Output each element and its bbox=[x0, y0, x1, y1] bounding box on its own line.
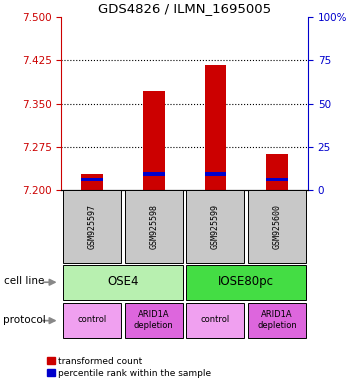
Text: OSE4: OSE4 bbox=[107, 275, 139, 288]
Text: ARID1A
depletion: ARID1A depletion bbox=[134, 310, 174, 329]
Bar bbox=[266, 178, 288, 181]
Bar bbox=[125, 303, 183, 338]
Text: IOSE80pc: IOSE80pc bbox=[218, 275, 274, 288]
Title: GDS4826 / ILMN_1695005: GDS4826 / ILMN_1695005 bbox=[98, 2, 271, 15]
Text: GSM925600: GSM925600 bbox=[273, 204, 282, 249]
Text: cell line: cell line bbox=[4, 276, 44, 286]
Text: GSM925598: GSM925598 bbox=[149, 204, 158, 249]
Text: protocol: protocol bbox=[4, 315, 46, 325]
Bar bbox=[248, 303, 306, 338]
Bar bbox=[63, 303, 121, 338]
Bar bbox=[205, 172, 226, 176]
Bar bbox=[125, 190, 183, 263]
Bar bbox=[248, 190, 306, 263]
Text: control: control bbox=[201, 315, 230, 324]
Text: control: control bbox=[77, 315, 107, 324]
Legend: transformed count, percentile rank within the sample: transformed count, percentile rank withi… bbox=[47, 357, 211, 377]
Text: ARID1A
depletion: ARID1A depletion bbox=[257, 310, 297, 329]
Bar bbox=[81, 174, 103, 190]
Text: GSM925597: GSM925597 bbox=[88, 204, 97, 249]
Bar bbox=[187, 190, 244, 263]
Bar bbox=[81, 178, 103, 181]
Bar bbox=[187, 303, 244, 338]
Bar bbox=[266, 154, 288, 190]
Bar bbox=[143, 172, 164, 176]
Bar bbox=[205, 65, 226, 190]
Bar bbox=[143, 91, 164, 190]
Bar bbox=[63, 265, 183, 300]
Bar bbox=[63, 190, 121, 263]
Text: GSM925599: GSM925599 bbox=[211, 204, 220, 249]
Bar bbox=[187, 265, 306, 300]
